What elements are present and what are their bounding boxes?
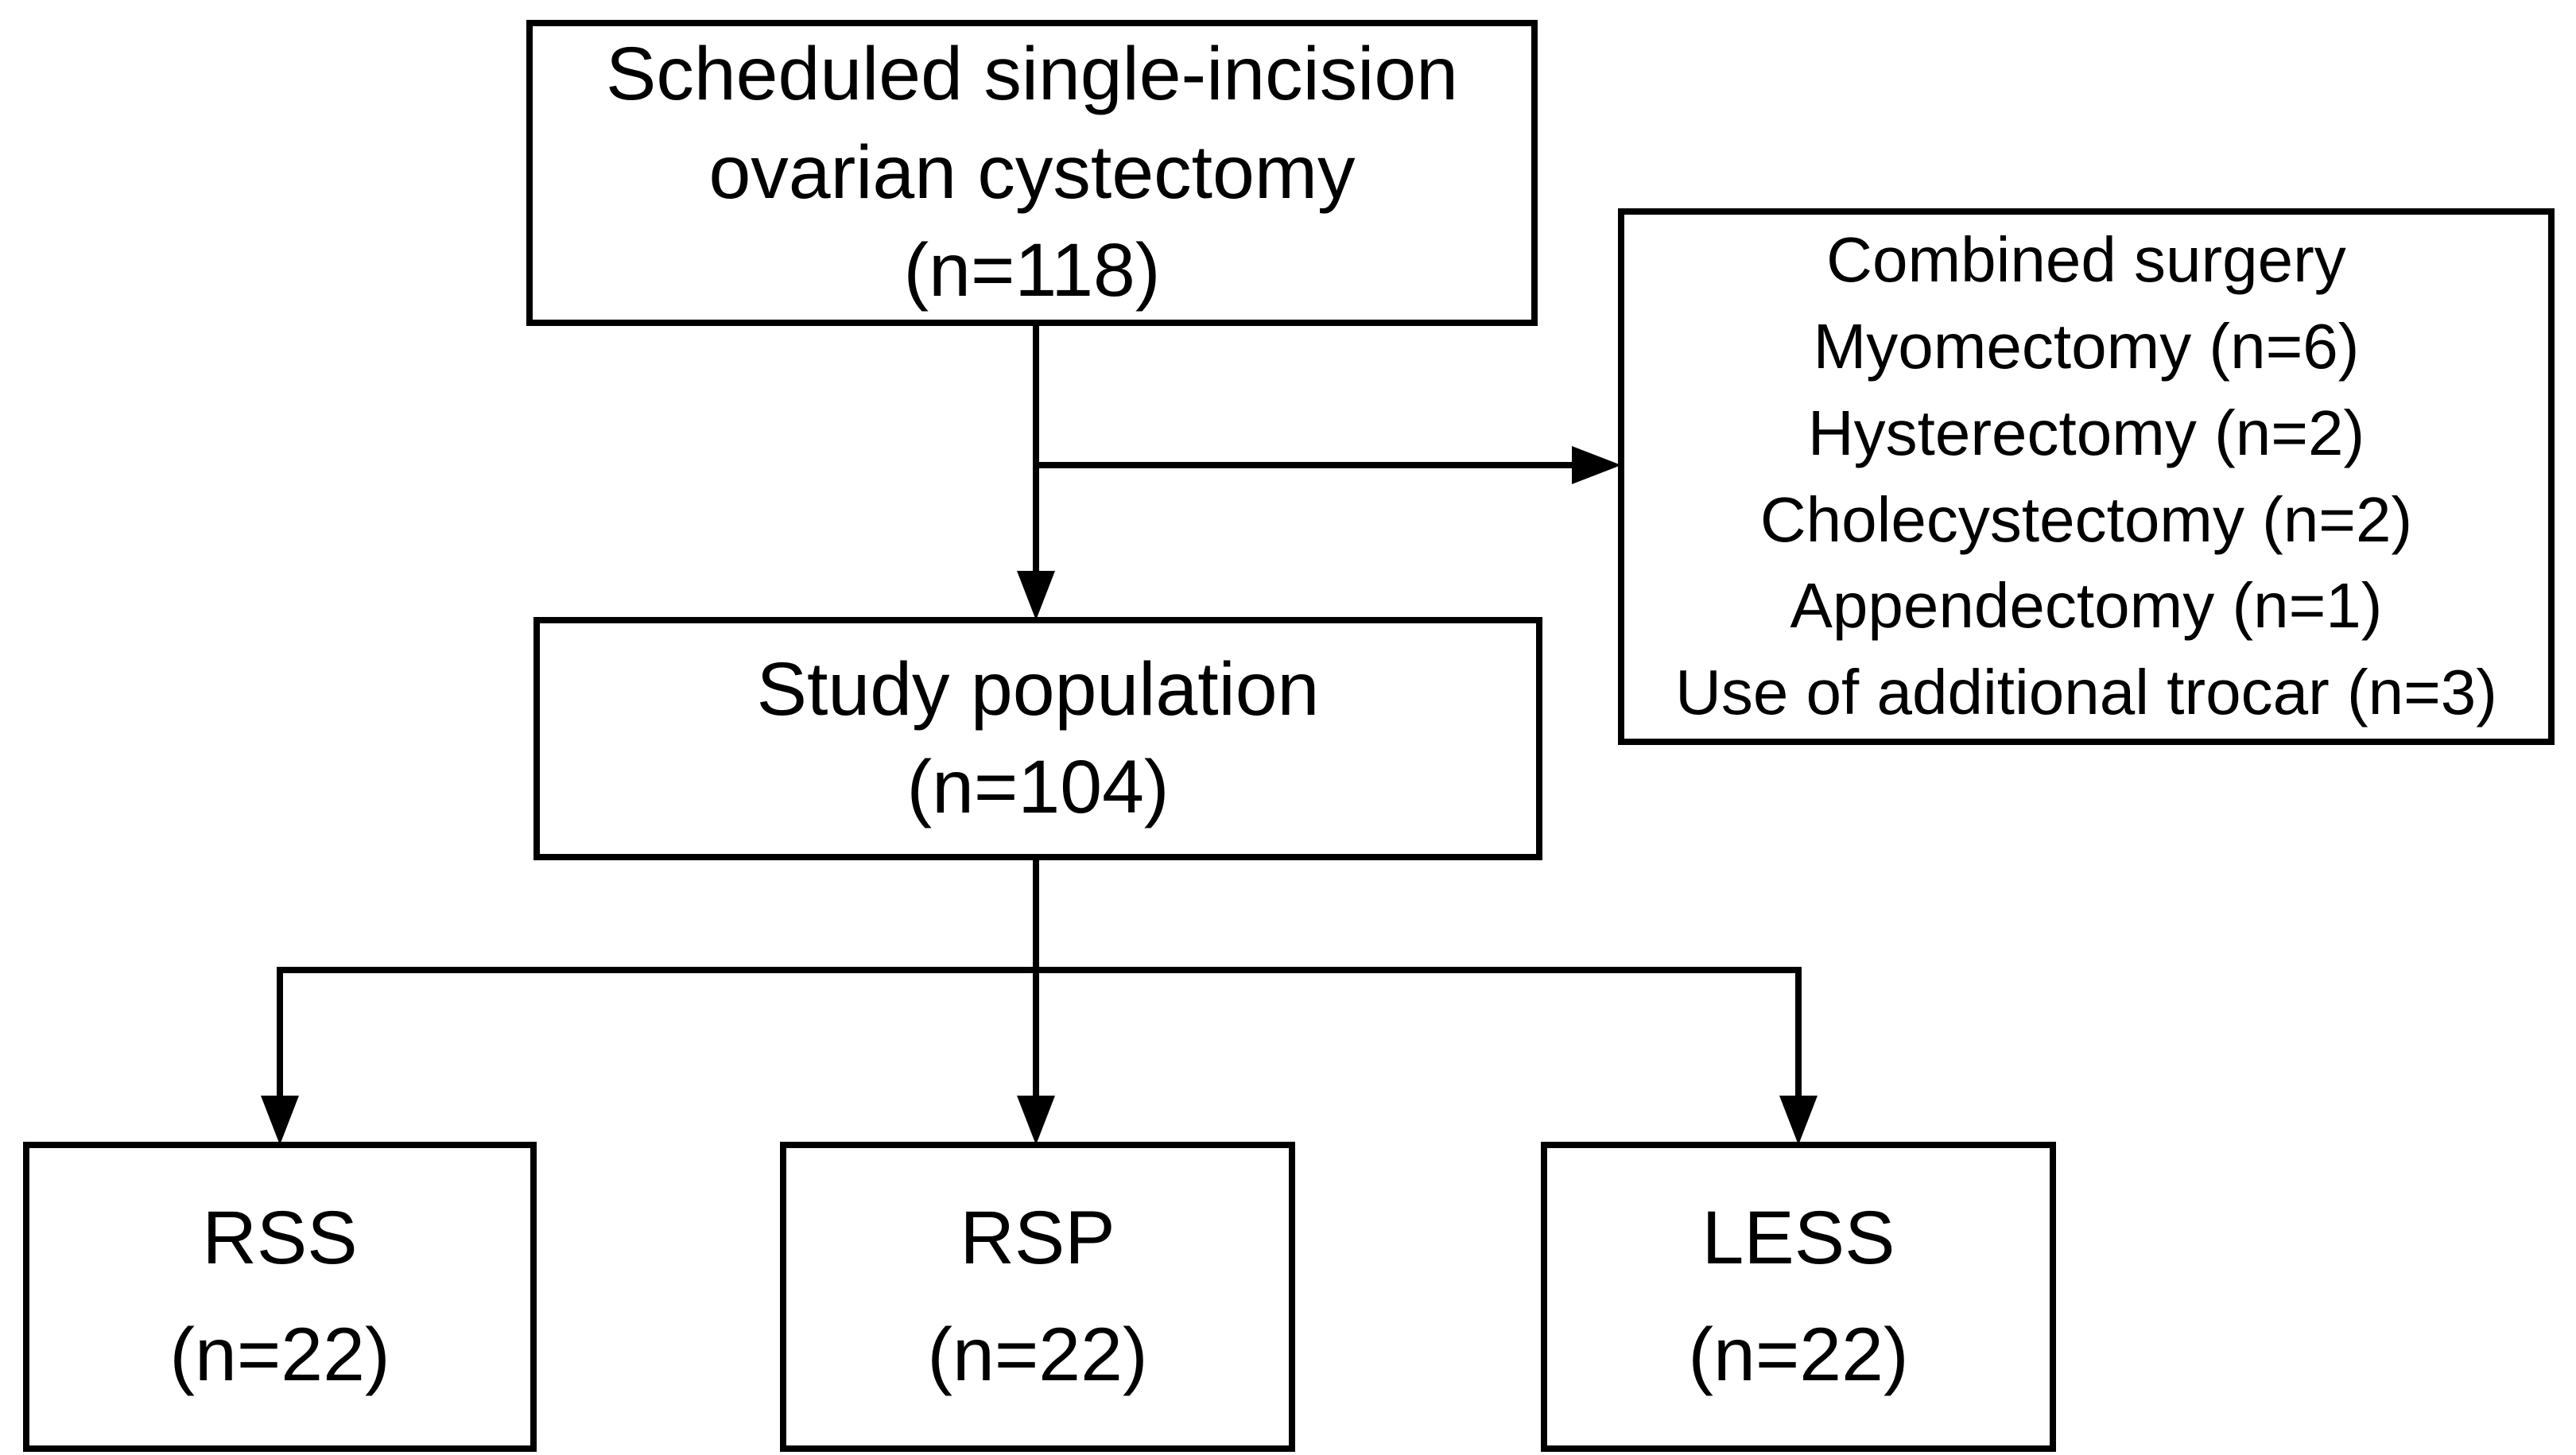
- combined-box-item-additional-trocar: Use of additional trocar (n=3): [1675, 657, 2497, 728]
- arrowhead-into-rsp-icon: [1017, 1096, 1055, 1145]
- study-box-line1: Study population: [756, 646, 1320, 731]
- rsp-box-count: (n=22): [927, 1313, 1148, 1397]
- arrowhead-into-combined-icon: [1572, 446, 1621, 484]
- arrowhead-into-rss-icon: [261, 1096, 299, 1145]
- arrowhead-into-less-icon: [1779, 1096, 1818, 1145]
- scheduled-box: Scheduled single-incision ovarian cystec…: [526, 20, 1538, 326]
- combined-surgery-box: Combined surgery Myomectomy (n=6) Hyster…: [1618, 208, 2555, 745]
- combined-box-item-appendectomy: Appendectomy (n=1): [1790, 570, 2383, 642]
- less-box-label: LESS: [1701, 1195, 1895, 1280]
- less-box-count: (n=22): [1688, 1313, 1909, 1397]
- study-box-line2: (n=104): [906, 745, 1170, 829]
- combined-box-item-cholecystectomy: Cholecystectomy (n=2): [1759, 483, 2413, 555]
- scheduled-box-line2: ovarian cystectomy: [708, 130, 1356, 215]
- scheduled-box-line3: (n=118): [903, 228, 1161, 313]
- combined-box-item-myomectomy: Myomectomy (n=6): [1813, 310, 2360, 382]
- combined-box-title: Combined surgery: [1826, 224, 2346, 296]
- study-population-box: Study population (n=104): [533, 617, 1542, 860]
- rss-group-box: RSS (n=22): [23, 1142, 537, 1452]
- rsp-box-label: RSP: [960, 1195, 1115, 1280]
- arrowhead-into-study-icon: [1017, 571, 1055, 620]
- rsp-group-box: RSP (n=22): [780, 1142, 1295, 1452]
- rss-box-count: (n=22): [169, 1313, 390, 1397]
- rss-box-label: RSS: [202, 1195, 358, 1280]
- less-group-box: LESS (n=22): [1541, 1142, 2056, 1452]
- combined-box-item-hysterectomy: Hysterectomy (n=2): [1807, 397, 2365, 468]
- scheduled-box-line1: Scheduled single-incision: [605, 32, 1459, 117]
